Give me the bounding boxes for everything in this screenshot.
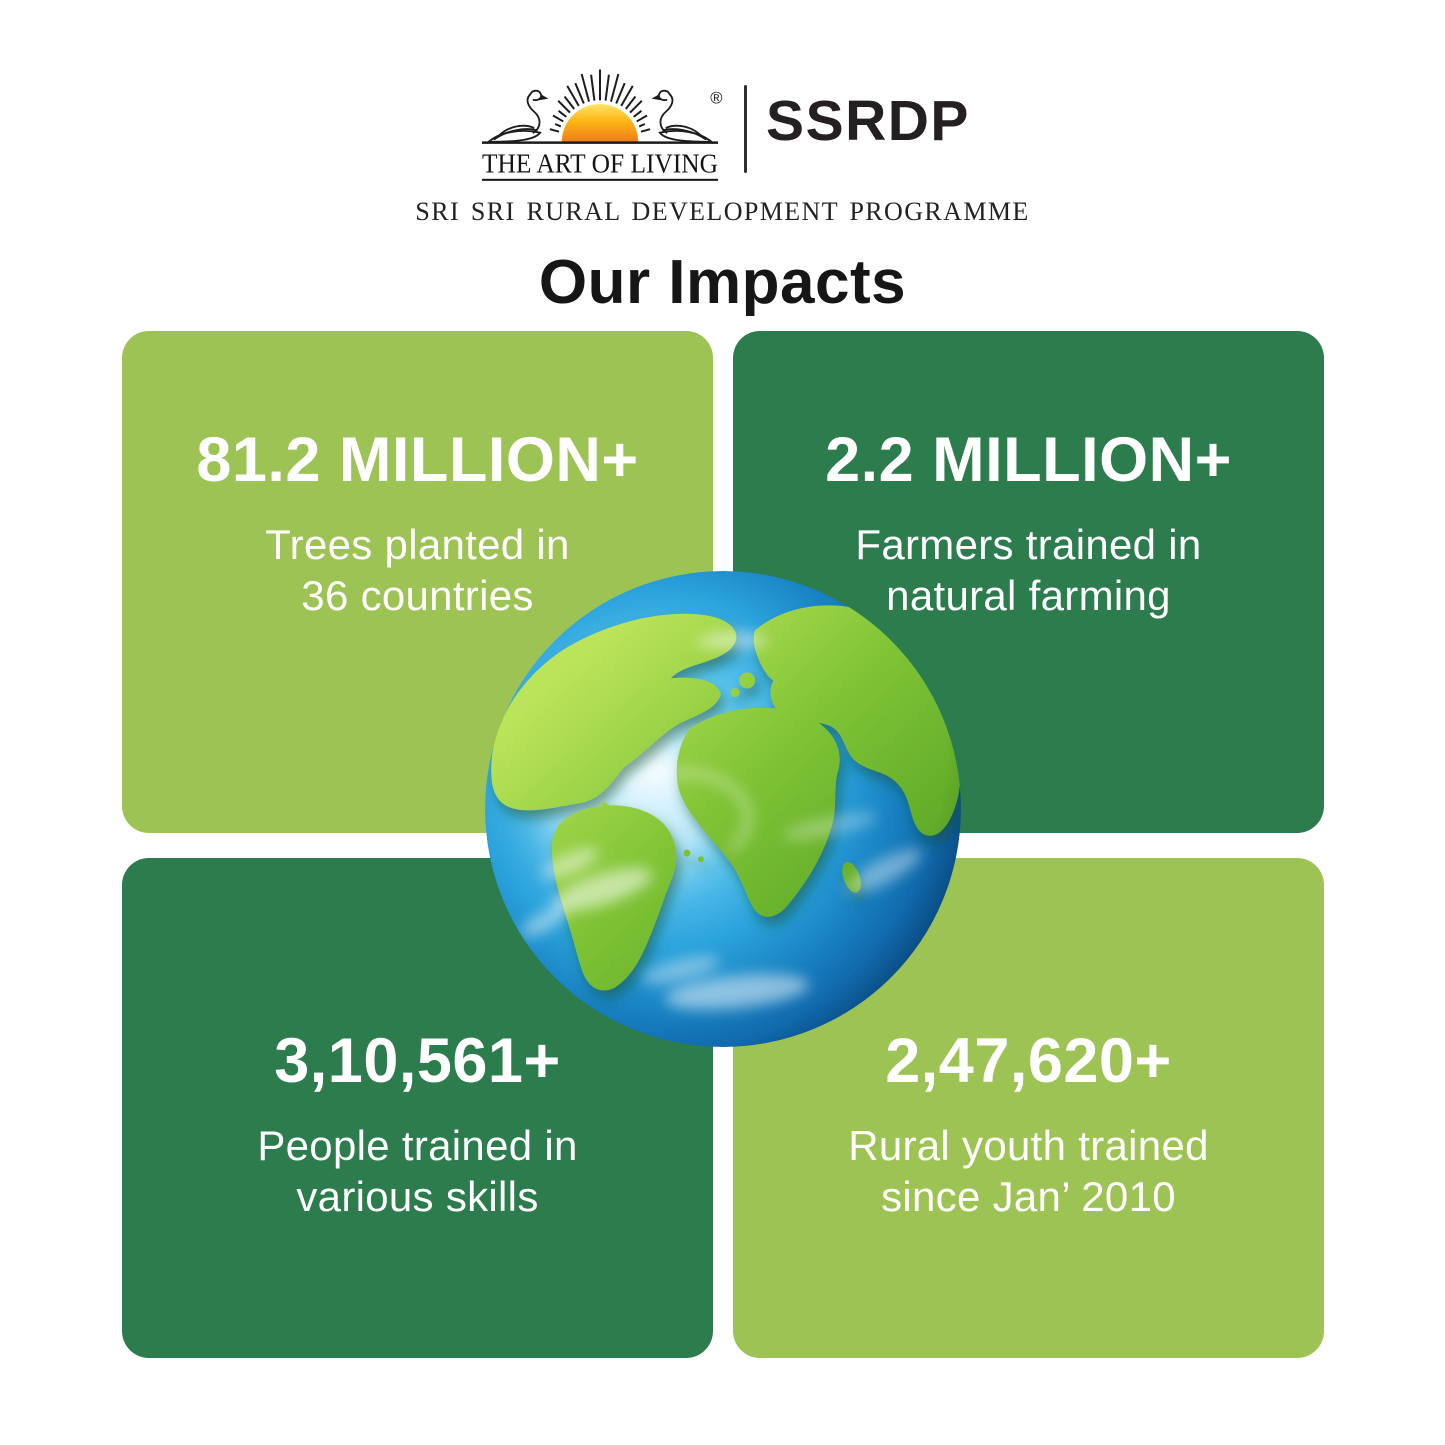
impact-label: Rural youth trained since Jan’ 2010 (848, 1120, 1209, 1222)
sun-icon (561, 103, 639, 143)
logo-horizon-line (482, 141, 719, 144)
impact-value: 81.2 MILLION+ (196, 424, 639, 495)
logo-underline (482, 178, 719, 181)
sun-rays-icon (549, 69, 651, 133)
impact-label-line: various skills (296, 1173, 539, 1221)
impact-label-line: 36 countries (301, 572, 534, 620)
impact-card-farmers-trained: 2.2 MILLION+ Farmers trained in natural … (733, 331, 1324, 833)
impact-value: 2.2 MILLION+ (825, 424, 1232, 495)
impact-label-line: since Jan’ 2010 (881, 1173, 1176, 1221)
programme-acronym: SSRDP (766, 89, 970, 153)
logo-divider (744, 84, 748, 173)
impact-label-line: Farmers trained in (855, 520, 1202, 568)
header: ® THE ART OF LIVING SSRDP SRI SRI RURAL … (0, 62, 1445, 318)
programme-name: SRI SRI RURAL DEVELOPMENT PROGRAMME (415, 197, 1030, 226)
impact-label-line: Rural youth trained (848, 1121, 1209, 1169)
impact-card-people-trained: 3,10,561+ People trained in various skil… (122, 858, 713, 1358)
earth-globe (485, 571, 961, 1047)
globe-shading (485, 571, 961, 1047)
registered-mark: ® (710, 89, 722, 108)
impact-label-line: Trees planted in (265, 520, 570, 568)
right-swan-icon (651, 89, 714, 143)
impact-label: People trained in various skills (257, 1120, 577, 1222)
logo-row: ® THE ART OF LIVING SSRDP (475, 62, 970, 195)
impact-label: Farmers trained in natural farming (855, 519, 1201, 621)
impact-value: 3,10,561+ (274, 1025, 561, 1096)
impact-label: Trees planted in 36 countries (265, 519, 569, 621)
left-swan-icon (486, 89, 549, 143)
brand-name: THE ART OF LIVING (482, 149, 718, 179)
art-of-living-logo: ® THE ART OF LIVING (482, 69, 723, 181)
impact-value: 2,47,620+ (885, 1025, 1172, 1096)
page-title: Our Impacts (538, 248, 907, 317)
impact-label-line: People trained in (257, 1121, 578, 1169)
impact-label-line: natural farming (886, 572, 1171, 620)
